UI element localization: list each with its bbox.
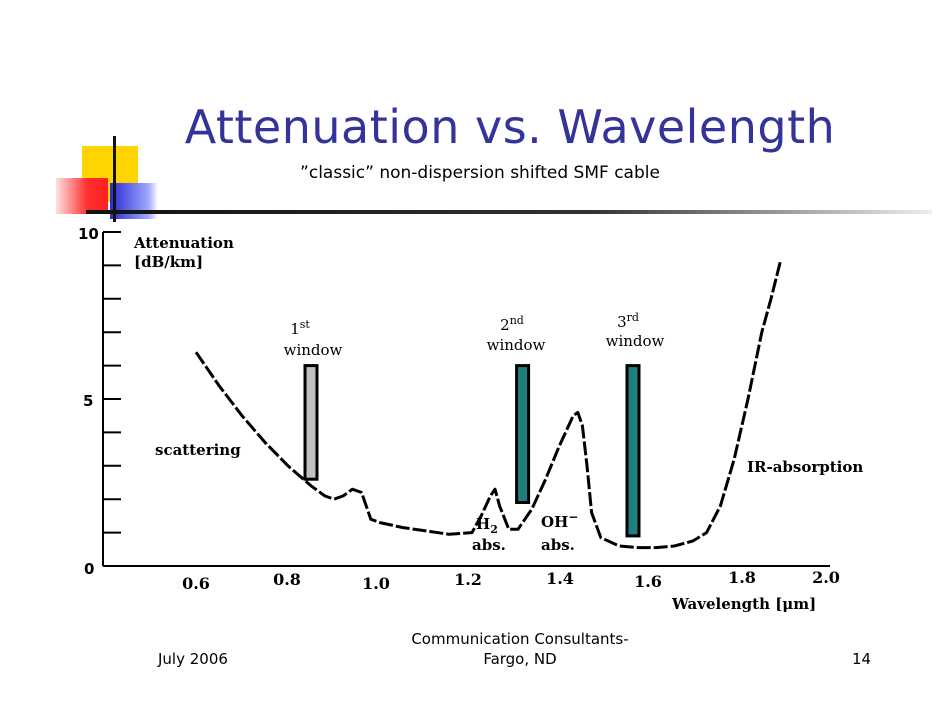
h2-abs-label: abs. [472,536,506,554]
oh-abs-label: abs. [541,536,575,554]
y-tick-label-0: 0 [84,560,94,578]
title-rule [86,210,932,214]
x-tick-label: 2.0 [812,568,840,587]
window-bar-2 [515,364,531,504]
window-label-2-word: window [487,336,546,354]
x-tick-label: 1.8 [728,568,756,587]
window-label-2-num: 2nd [500,314,524,334]
y-axis-label-line1: Attenuation [133,234,234,252]
ir-absorption-label: IR-absorption [747,458,863,476]
footer-date: July 2006 [158,650,228,668]
h2-label: H2 [476,515,498,536]
x-tick-label: 0.8 [273,570,301,589]
slide-subtitle: ”classic” non-dispersion shifted SMF cab… [300,163,660,183]
footer-company-line1: Communication Consultants- [411,630,629,648]
window-bar-3 [625,364,641,538]
window-label-1-num: 1st [290,318,310,338]
window-bar-1 [303,364,319,481]
window-label-3-word: window [606,332,665,350]
y-tick-label-5: 5 [83,392,93,410]
y-tick-label-10: 10 [78,225,99,243]
slide-title: Attenuation vs. Wavelength [184,100,836,154]
deco-vertical-line [113,136,116,222]
scattering-label: scattering [155,441,241,459]
attenuation-curve [194,261,782,550]
x-tick-label: 1.4 [546,569,574,588]
window-label-3-num: 3rd [617,311,639,331]
footer-company-line2: Fargo, ND [483,650,557,668]
y-axis-label-line2: [dB/km] [134,253,203,271]
x-tick-label: 1.2 [454,570,482,589]
deco-red-block [56,178,108,214]
window-label-1-word: window [284,341,343,359]
x-tick-label: 0.6 [182,574,210,593]
x-axis-label: Wavelength [μm] [671,595,816,613]
oh-label: OH− [541,510,578,531]
x-tick-label: 1.0 [362,574,390,593]
y-minor-ticks [103,231,121,567]
x-tick-label: 1.6 [634,572,662,591]
footer-page-number: 14 [852,650,872,668]
